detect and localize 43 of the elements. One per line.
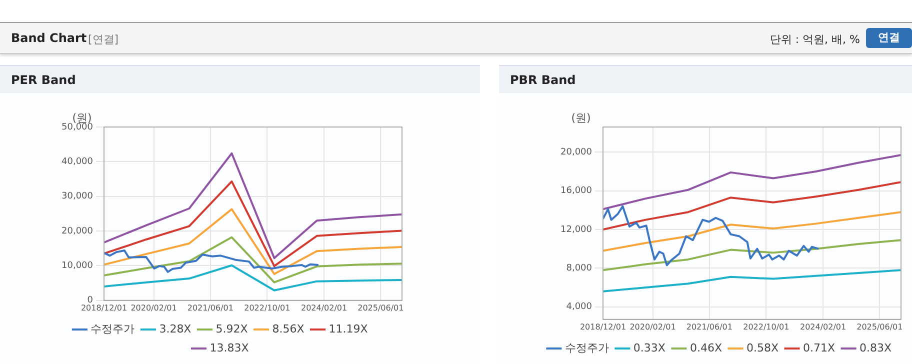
x-tick-label: 2020/02/01 [130, 303, 177, 312]
legend-label: 8.56X [272, 322, 305, 336]
y-tick-label: 20,000 [62, 226, 94, 236]
x-tick-label: 2025/06/01 [856, 322, 903, 332]
chart-title: PER Band [0, 65, 480, 93]
y-tick-label: 16,000 [560, 186, 592, 196]
legend-label: 5.92X [216, 322, 248, 336]
x-tick-label: 2022/10/01 [244, 303, 290, 312]
y-tick-label: 4,000 [566, 302, 592, 312]
legend-label: 0.58X [746, 341, 779, 354]
y-tick-label: 12,000 [560, 224, 592, 235]
y-tick-label: 40,000 [62, 157, 94, 168]
y-tick-label: 0 [87, 296, 94, 306]
legend-label: 수정주가 [564, 341, 609, 354]
text: 연결 [866, 28, 912, 48]
y-tick-label: 20,000 [560, 147, 592, 158]
legend-label: 0.71X [803, 341, 836, 354]
x-tick-label: 2022/10/01 [743, 322, 790, 332]
x-tick-label: 2018/12/01 [80, 303, 128, 312]
text: Band Chart [11, 31, 87, 45]
legend-label: 0.83X [860, 341, 892, 354]
legend-label: 13.83X [210, 341, 250, 354]
legend-label: 0.46X [690, 341, 722, 354]
x-tick-label: 2020/02/01 [630, 322, 676, 332]
legend-label: 수정주가 [90, 322, 135, 336]
x-tick-label: 2018/12/01 [580, 322, 626, 332]
text: [연결] [88, 32, 119, 47]
legend-label: 3.28X [159, 322, 192, 336]
y-axis-title: (원) [72, 111, 92, 124]
x-tick-label: 2021/06/01 [686, 322, 732, 332]
x-tick-label: 2024/02/01 [300, 303, 348, 312]
x-tick-label: 2024/02/01 [800, 322, 846, 332]
y-tick-label: 50,000 [62, 122, 94, 132]
y-axis-title: (원) [571, 111, 591, 124]
y-tick-label: 30,000 [62, 192, 94, 202]
legend-label: 0.33X [633, 341, 666, 354]
x-tick-label: 2021/06/01 [187, 303, 234, 312]
legend-label: 11.19X [328, 322, 368, 336]
chart-title: PBR Band [499, 65, 912, 93]
text: 단위 : 억원, 배, % [770, 32, 860, 47]
y-tick-label: 10,000 [62, 261, 94, 272]
x-tick-label: 2025/06/01 [358, 303, 404, 312]
y-tick-label: 8,000 [566, 264, 592, 274]
